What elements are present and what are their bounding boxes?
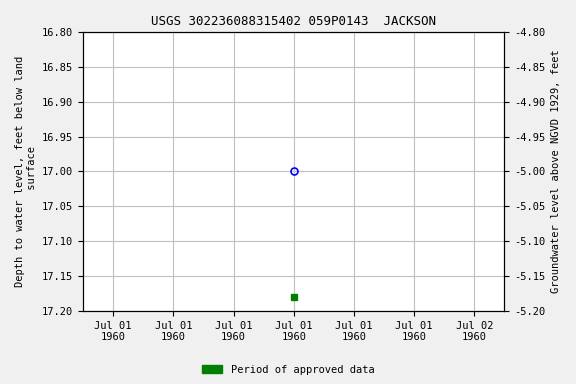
- Title: USGS 302236088315402 059P0143  JACKSON: USGS 302236088315402 059P0143 JACKSON: [151, 15, 436, 28]
- Legend: Period of approved data: Period of approved data: [198, 361, 378, 379]
- Y-axis label: Groundwater level above NGVD 1929, feet: Groundwater level above NGVD 1929, feet: [551, 50, 561, 293]
- Y-axis label: Depth to water level, feet below land
 surface: Depth to water level, feet below land su…: [15, 56, 37, 287]
